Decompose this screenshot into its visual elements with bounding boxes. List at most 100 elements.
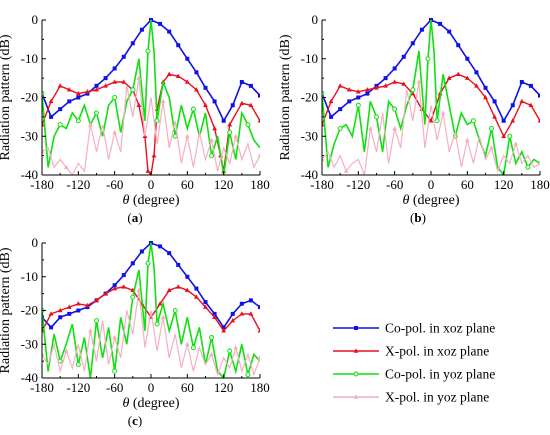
data-point bbox=[112, 283, 117, 288]
data-point bbox=[121, 54, 126, 59]
data-point bbox=[121, 284, 127, 289]
data-point bbox=[184, 79, 190, 84]
series-3 bbox=[42, 19, 260, 175]
legend-item: Co-pol. in yoz plane bbox=[333, 367, 495, 382]
data-point bbox=[257, 118, 260, 123]
x-tick-label: 0 bbox=[148, 380, 155, 395]
data-point bbox=[329, 114, 334, 119]
data-point bbox=[212, 125, 217, 131]
data-point bbox=[112, 285, 118, 291]
data-point bbox=[145, 48, 151, 54]
data-point bbox=[447, 29, 452, 34]
data-point bbox=[209, 153, 215, 159]
data-point bbox=[121, 79, 127, 84]
data-point bbox=[212, 99, 217, 104]
data-point bbox=[42, 149, 45, 154]
data-point bbox=[425, 56, 431, 62]
data-point bbox=[184, 133, 190, 139]
data-point bbox=[248, 83, 253, 88]
data-point bbox=[470, 118, 476, 124]
data-point bbox=[227, 122, 233, 127]
x-tick-label: -180 bbox=[30, 380, 54, 395]
series-2 bbox=[322, 71, 540, 139]
data-point bbox=[85, 91, 90, 96]
data-point bbox=[492, 99, 497, 104]
data-point bbox=[428, 118, 434, 123]
series-line bbox=[42, 78, 260, 175]
data-point bbox=[440, 110, 446, 115]
data-point bbox=[239, 301, 244, 306]
series-line bbox=[322, 19, 540, 175]
data-point bbox=[537, 160, 540, 166]
data-point bbox=[184, 287, 190, 293]
data-point bbox=[328, 98, 334, 104]
data-point bbox=[519, 80, 524, 84]
data-point bbox=[525, 164, 531, 170]
data-point bbox=[212, 314, 217, 320]
data-point bbox=[194, 286, 199, 291]
data-point bbox=[455, 71, 461, 77]
data-point bbox=[383, 76, 388, 81]
data-point bbox=[419, 27, 424, 32]
data-point bbox=[176, 262, 181, 267]
data-point bbox=[112, 129, 118, 135]
data-point bbox=[130, 41, 135, 46]
chart-panel-3: 0 -10 -20 -30 -40-180 -120 -60 0 60 120 180 θ (degr… bbox=[0, 235, 270, 428]
data-point bbox=[392, 66, 397, 71]
data-point bbox=[66, 304, 72, 309]
data-point bbox=[538, 93, 540, 98]
y-tick-label: -40 bbox=[301, 167, 318, 182]
data-point bbox=[151, 153, 157, 158]
data-point bbox=[392, 79, 398, 84]
data-point bbox=[112, 79, 118, 84]
data-point bbox=[158, 244, 163, 249]
data-point bbox=[57, 307, 63, 313]
data-point bbox=[185, 56, 190, 61]
data-point bbox=[230, 318, 236, 323]
y-tick-label: -20 bbox=[21, 303, 38, 318]
data-point bbox=[112, 368, 118, 374]
data-point bbox=[94, 318, 99, 324]
data-point bbox=[103, 83, 108, 88]
data-point bbox=[112, 95, 118, 100]
data-point bbox=[510, 103, 515, 108]
data-point bbox=[438, 21, 443, 26]
y-tick-label: -10 bbox=[21, 269, 38, 284]
legend: Co-pol. in xoz plane X-pol. in xoz plane C… bbox=[333, 321, 495, 405]
data-point bbox=[347, 99, 352, 104]
legend-item: X-pol. in yoz plane bbox=[333, 390, 489, 405]
data-point bbox=[519, 98, 525, 104]
data-point bbox=[465, 56, 470, 61]
data-point bbox=[492, 114, 497, 119]
x-tick-label: -60 bbox=[386, 177, 403, 192]
data-point bbox=[190, 106, 196, 112]
data-point bbox=[239, 80, 244, 84]
data-point bbox=[42, 351, 45, 357]
x-tick-label: -120 bbox=[66, 380, 90, 395]
data-point bbox=[121, 273, 126, 278]
series-line bbox=[42, 19, 260, 123]
y-tick-label: 0 bbox=[312, 12, 319, 27]
data-point bbox=[434, 118, 440, 124]
x-tick-label: -180 bbox=[310, 177, 334, 192]
data-point bbox=[42, 122, 45, 127]
legend-marker bbox=[354, 326, 358, 330]
data-point bbox=[88, 122, 93, 127]
data-point bbox=[337, 126, 343, 131]
data-point bbox=[355, 89, 361, 94]
x-tick-label: 180 bbox=[250, 380, 270, 395]
data-point bbox=[76, 95, 81, 100]
data-point bbox=[221, 328, 227, 333]
legend-label: X-pol. in yoz plane bbox=[385, 390, 489, 405]
data-point bbox=[258, 305, 260, 310]
data-point bbox=[416, 79, 422, 84]
data-point bbox=[227, 348, 233, 354]
data-point bbox=[172, 308, 178, 313]
data-point bbox=[139, 27, 144, 32]
data-point bbox=[194, 294, 199, 299]
x-tick-label: 180 bbox=[250, 177, 270, 192]
data-point bbox=[203, 85, 208, 90]
data-point bbox=[337, 83, 343, 88]
